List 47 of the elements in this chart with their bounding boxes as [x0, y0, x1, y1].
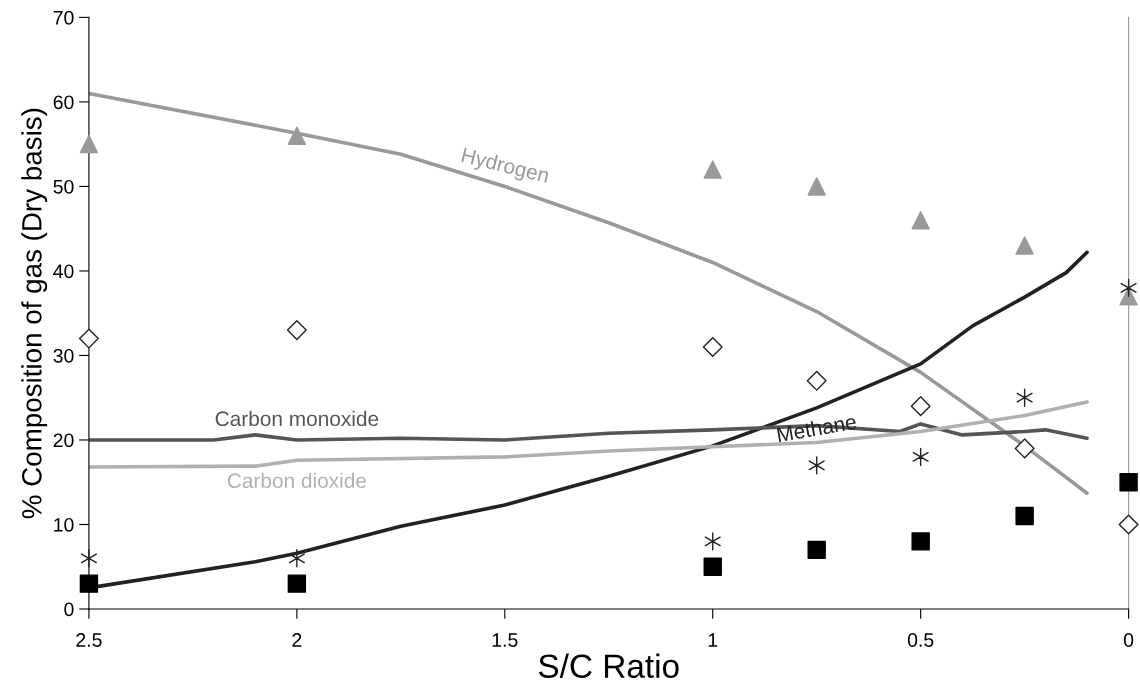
point — [287, 126, 307, 145]
line-series — [88, 400, 1089, 469]
point — [1120, 278, 1137, 298]
y-tick-label: 50 — [53, 179, 74, 194]
x-tick-label: 1.5 — [492, 633, 518, 647]
x-axis-title: S/C Ratio — [538, 653, 679, 678]
y-tick-label: 10 — [54, 517, 74, 532]
series-label: Carbon monoxide — [215, 410, 379, 427]
y-tick-label: 30 — [53, 348, 74, 363]
y-tick-label: 20 — [53, 433, 74, 448]
point — [288, 549, 305, 568]
y-axis-title: % Composition of gas (Dry basis) — [21, 108, 48, 519]
point — [1119, 473, 1138, 492]
point — [912, 447, 929, 467]
point — [1118, 514, 1139, 535]
point — [910, 396, 931, 417]
x-tick-label: 2 — [292, 633, 302, 647]
y-tick-label: 40 — [53, 264, 74, 279]
point — [79, 134, 99, 154]
point — [1014, 438, 1035, 459]
point — [806, 370, 827, 391]
point — [807, 177, 826, 196]
point — [1015, 506, 1034, 526]
point — [287, 574, 307, 593]
series-label: Carbon dioxide — [227, 472, 366, 489]
y-tick-label: 70 — [53, 10, 74, 25]
point — [79, 574, 99, 593]
point — [702, 336, 723, 358]
y-tick-label: 60 — [53, 95, 74, 110]
point — [703, 557, 722, 576]
point — [807, 540, 826, 560]
point — [911, 532, 930, 551]
point — [78, 328, 99, 349]
point — [80, 549, 97, 568]
text: Methane — [776, 413, 857, 443]
point — [704, 532, 721, 551]
x-tick-label: 0.5 — [907, 633, 934, 647]
point — [1015, 236, 1034, 255]
text: Hydrogen — [460, 147, 550, 188]
point — [703, 160, 722, 179]
point — [911, 211, 930, 230]
x-tick-label: 0 — [1123, 633, 1134, 647]
x-tick-label: 1 — [708, 633, 718, 647]
y-tick-label: 0 — [64, 602, 74, 617]
x-tick-label: 2.5 — [76, 633, 102, 647]
line-series — [88, 91, 1089, 496]
point — [286, 320, 307, 341]
